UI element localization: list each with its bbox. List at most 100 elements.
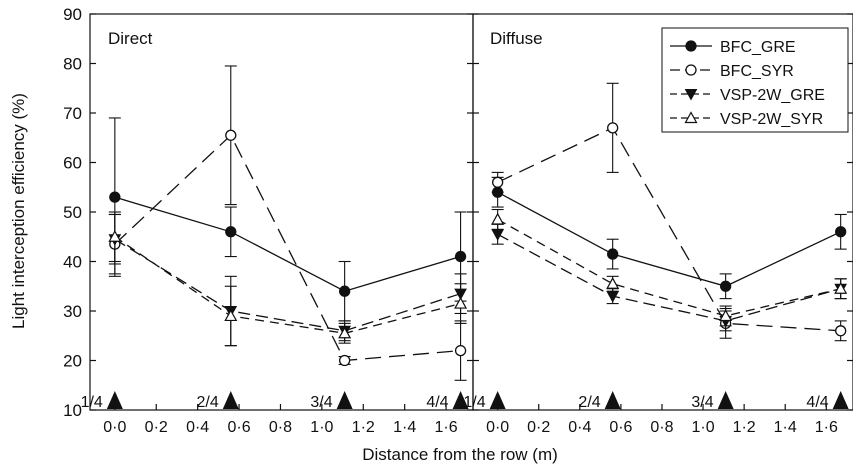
legend-label: VSP-2W_GRE: [720, 87, 825, 104]
data-point: [454, 250, 467, 263]
legend-entry: BFC_GRE: [670, 39, 796, 56]
data-point: [835, 226, 847, 238]
legend-label: BFC_SYR: [720, 63, 794, 80]
series-line: [114, 196, 461, 292]
row-marker-label: 3/4: [691, 394, 713, 411]
row-marker-triangle: [604, 391, 621, 409]
row-marker-triangle: [832, 391, 849, 409]
data-point: [606, 277, 620, 289]
row-marker-label: 2/4: [578, 394, 600, 411]
data-point: [834, 281, 848, 294]
x-tick-label: 0·8: [650, 419, 673, 436]
data-point: [454, 296, 468, 309]
series-line: [114, 236, 461, 334]
series-line: [114, 238, 461, 332]
plot-frame-direct: [89, 13, 474, 411]
data-point: [607, 122, 619, 134]
data-point: [108, 230, 122, 242]
data-point: [224, 309, 238, 322]
row-marker-label: 1/4: [81, 394, 103, 411]
row-marker-label: 2/4: [197, 394, 219, 411]
x-axis-title: Distance from the row (m): [362, 445, 558, 464]
x-tick-label: 0·2: [527, 419, 550, 436]
row-marker-triangle: [106, 391, 123, 409]
data-point: [491, 229, 504, 241]
x-tick-label: 0·0: [486, 419, 509, 436]
row-marker-label: 1/4: [463, 394, 485, 411]
row-marker-label: 4/4: [806, 394, 828, 411]
series-vsp-2w-syr: [491, 208, 848, 327]
data-point: [835, 325, 847, 337]
data-point: [719, 280, 732, 292]
y-tick-label: 10: [63, 401, 82, 420]
row-marker-label: 4/4: [426, 394, 448, 411]
x-tick-label: 1·0: [691, 419, 714, 436]
panel-diffuse: 0·0 0·2 0·4 0·6 0·8 1·0 1·2 1·4 1·6 1/4 2/4 3/4 4/4: [463, 13, 853, 436]
y-tick-label: 90: [63, 5, 82, 24]
y-tick-label: 40: [63, 253, 82, 272]
x-tick-label: 0·6: [227, 419, 250, 436]
x-tick-label: 0·2: [145, 419, 168, 436]
series-vsp-2w-gre: [108, 213, 467, 347]
y-tick-label: 60: [63, 154, 82, 173]
x-tick-label: 0·0: [103, 419, 126, 436]
series-vsp-2w-gre: [491, 223, 848, 332]
legend-entry: BFC_SYR: [670, 63, 794, 80]
data-point: [225, 226, 237, 238]
x-tick-label: 1·0: [310, 419, 333, 436]
x-tick-label: 0·4: [568, 419, 591, 436]
series-bfc-syr: [108, 65, 467, 381]
series-line: [497, 218, 841, 317]
legend-label: BFC_GRE: [720, 39, 796, 56]
data-point: [338, 326, 352, 339]
x-tick-label: 1·6: [815, 419, 838, 436]
data-point: [225, 129, 237, 141]
legend-marker: [684, 89, 698, 101]
legend-label: VSP-2W_SYR: [720, 111, 823, 128]
x-tick-label: 0·4: [186, 419, 209, 436]
legend-marker: [685, 40, 697, 52]
legend-entry: VSP-2W_SYR: [670, 111, 823, 128]
data-point: [338, 285, 351, 297]
y-tick-label: 80: [63, 55, 82, 74]
data-point: [109, 191, 121, 203]
row-marker-label: 3/4: [310, 394, 332, 411]
row-marker-triangle: [717, 391, 734, 409]
row-marker-triangle: [452, 391, 469, 409]
y-axis-title: Light interception efficiency (%): [9, 93, 28, 329]
series-line: [497, 127, 841, 332]
x-tick-label: 1·4: [393, 419, 416, 436]
series-line: [497, 233, 841, 322]
row-marker-triangle: [489, 391, 506, 409]
y-tick-label: 30: [63, 302, 82, 321]
data-point: [491, 212, 505, 225]
legend: BFC_GRE BFC_SYR VSP-2W_GRE VSP-2W_SYR: [661, 27, 849, 133]
x-tick-label: 1·6: [435, 419, 458, 436]
data-point: [719, 309, 733, 322]
panel-label-direct: Direct: [108, 29, 153, 48]
panel-direct: 10 20 30 40 50 60 70 80 90 0·0 0·2 0·4 0·6 0·8 1·0 1·2 1…: [63, 5, 473, 436]
chart-marks: 10 20 30 40 50 60 70 80 90 0·0 0·2 0·4 0·6 0·8 1·0 1·2 1…: [63, 5, 853, 436]
x-tick-label: 0·6: [609, 419, 632, 436]
series-bfc-gre: [491, 176, 847, 300]
legend-marker: [684, 111, 698, 124]
y-tick-label: 50: [63, 203, 82, 222]
y-tick-label: 70: [63, 104, 82, 123]
legend-entry: VSP-2W_GRE: [670, 87, 825, 104]
x-tick-label: 0·8: [269, 419, 292, 436]
series-vsp-2w-syr: [108, 211, 468, 347]
data-point: [491, 176, 504, 188]
data-point: [607, 248, 619, 260]
row-marker-triangle: [222, 391, 239, 409]
x-tick-label: 1·2: [352, 419, 375, 436]
x-tick-label: 1·2: [733, 419, 756, 436]
y-tick-label: 20: [63, 352, 82, 371]
legend-marker: [685, 64, 697, 76]
panel-label-diffuse: Diffuse: [490, 29, 543, 48]
row-marker-triangle: [336, 391, 353, 409]
series-line: [114, 134, 461, 362]
data-point: [454, 344, 467, 357]
series-bfc-gre: [108, 117, 467, 322]
series-line: [497, 191, 841, 287]
